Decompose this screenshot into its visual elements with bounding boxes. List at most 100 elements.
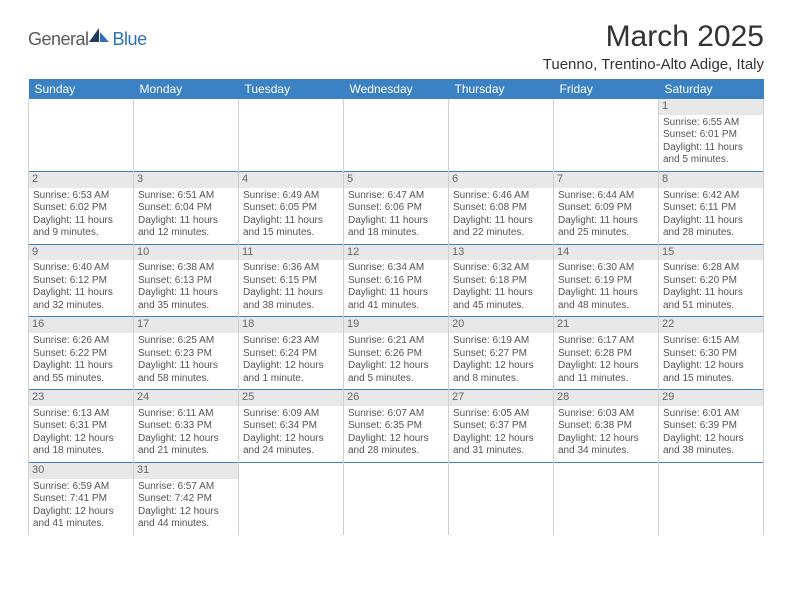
sunset-text: Sunset: 6:09 PM xyxy=(558,202,654,215)
daylight-text: and 38 minutes. xyxy=(243,300,339,313)
sunset-text: Sunset: 7:41 PM xyxy=(33,493,129,506)
sail-icon xyxy=(89,28,111,44)
sunrise-text: Sunrise: 6:36 AM xyxy=(243,262,339,275)
calendar-cell: 19Sunrise: 6:21 AMSunset: 6:26 PMDayligh… xyxy=(344,317,449,390)
weekday-header: Tuesday xyxy=(239,79,344,99)
day-number: 24 xyxy=(134,390,238,406)
sunrise-text: Sunrise: 6:47 AM xyxy=(348,190,444,203)
daylight-text: Daylight: 11 hours xyxy=(138,360,234,373)
sunset-text: Sunset: 6:37 PM xyxy=(453,420,549,433)
daylight-text: and 15 minutes. xyxy=(243,227,339,240)
daylight-text: Daylight: 11 hours xyxy=(33,287,129,300)
calendar-cell: 24Sunrise: 6:11 AMSunset: 6:33 PMDayligh… xyxy=(134,390,239,463)
calendar-cell: 28Sunrise: 6:03 AMSunset: 6:38 PMDayligh… xyxy=(554,390,659,463)
daylight-text: and 15 minutes. xyxy=(663,373,759,386)
day-number: 30 xyxy=(29,463,133,479)
daylight-text: and 9 minutes. xyxy=(33,227,129,240)
daylight-text: Daylight: 11 hours xyxy=(663,142,759,155)
calendar-cell: 13Sunrise: 6:32 AMSunset: 6:18 PMDayligh… xyxy=(449,244,554,317)
sunrise-text: Sunrise: 6:09 AM xyxy=(243,408,339,421)
sunrise-text: Sunrise: 6:15 AM xyxy=(663,335,759,348)
sunrise-text: Sunrise: 6:46 AM xyxy=(453,190,549,203)
daylight-text: Daylight: 11 hours xyxy=(138,215,234,228)
day-number: 26 xyxy=(344,390,448,406)
daylight-text: and 51 minutes. xyxy=(663,300,759,313)
sunset-text: Sunset: 6:13 PM xyxy=(138,275,234,288)
daylight-text: Daylight: 12 hours xyxy=(453,433,549,446)
sunset-text: Sunset: 6:06 PM xyxy=(348,202,444,215)
sunrise-text: Sunrise: 6:30 AM xyxy=(558,262,654,275)
sunrise-text: Sunrise: 6:40 AM xyxy=(33,262,129,275)
calendar-week-row: 9Sunrise: 6:40 AMSunset: 6:12 PMDaylight… xyxy=(29,244,764,317)
daylight-text: Daylight: 12 hours xyxy=(663,433,759,446)
daylight-text: Daylight: 11 hours xyxy=(243,215,339,228)
sunset-text: Sunset: 7:42 PM xyxy=(138,493,234,506)
day-number: 23 xyxy=(29,390,133,406)
weekday-header: Sunday xyxy=(29,79,134,99)
weekday-header: Thursday xyxy=(449,79,554,99)
day-number: 6 xyxy=(449,172,553,188)
sunset-text: Sunset: 6:12 PM xyxy=(33,275,129,288)
calendar-cell: 10Sunrise: 6:38 AMSunset: 6:13 PMDayligh… xyxy=(134,244,239,317)
day-number: 27 xyxy=(449,390,553,406)
location-subtitle: Tuenno, Trentino-Alto Adige, Italy xyxy=(543,56,764,73)
daylight-text: and 31 minutes. xyxy=(453,445,549,458)
sunset-text: Sunset: 6:39 PM xyxy=(663,420,759,433)
daylight-text: Daylight: 11 hours xyxy=(243,287,339,300)
calendar-cell: 31Sunrise: 6:57 AMSunset: 7:42 PMDayligh… xyxy=(134,462,239,534)
day-number: 13 xyxy=(449,245,553,261)
sunrise-text: Sunrise: 6:21 AM xyxy=(348,335,444,348)
logo-text-general: General xyxy=(28,29,89,50)
daylight-text: and 5 minutes. xyxy=(663,154,759,167)
sunrise-text: Sunrise: 6:07 AM xyxy=(348,408,444,421)
daylight-text: and 18 minutes. xyxy=(348,227,444,240)
calendar-cell: 5Sunrise: 6:47 AMSunset: 6:06 PMDaylight… xyxy=(344,171,449,244)
daylight-text: and 11 minutes. xyxy=(558,373,654,386)
day-number: 20 xyxy=(449,317,553,333)
daylight-text: Daylight: 11 hours xyxy=(663,287,759,300)
day-number: 21 xyxy=(554,317,658,333)
sunset-text: Sunset: 6:04 PM xyxy=(138,202,234,215)
day-number: 14 xyxy=(554,245,658,261)
calendar-cell-empty xyxy=(239,99,344,171)
sunrise-text: Sunrise: 6:55 AM xyxy=(663,117,759,130)
logo-text-blue: Blue xyxy=(113,29,147,50)
calendar-cell: 2Sunrise: 6:53 AMSunset: 6:02 PMDaylight… xyxy=(29,171,134,244)
daylight-text: and 24 minutes. xyxy=(243,445,339,458)
sunset-text: Sunset: 6:19 PM xyxy=(558,275,654,288)
sunset-text: Sunset: 6:28 PM xyxy=(558,348,654,361)
sunset-text: Sunset: 6:15 PM xyxy=(243,275,339,288)
calendar-cell: 4Sunrise: 6:49 AMSunset: 6:05 PMDaylight… xyxy=(239,171,344,244)
calendar-table: SundayMondayTuesdayWednesdayThursdayFrid… xyxy=(28,79,764,535)
sunrise-text: Sunrise: 6:38 AM xyxy=(138,262,234,275)
sunrise-text: Sunrise: 6:11 AM xyxy=(138,408,234,421)
daylight-text: and 22 minutes. xyxy=(453,227,549,240)
title-block: March 2025 Tuenno, Trentino-Alto Adige, … xyxy=(543,20,764,73)
daylight-text: and 1 minute. xyxy=(243,373,339,386)
calendar-cell-empty xyxy=(449,462,554,534)
calendar-cell: 18Sunrise: 6:23 AMSunset: 6:24 PMDayligh… xyxy=(239,317,344,390)
sunrise-text: Sunrise: 6:59 AM xyxy=(33,481,129,494)
day-number: 2 xyxy=(29,172,133,188)
daylight-text: and 18 minutes. xyxy=(33,445,129,458)
calendar-week-row: 2Sunrise: 6:53 AMSunset: 6:02 PMDaylight… xyxy=(29,171,764,244)
daylight-text: and 28 minutes. xyxy=(663,227,759,240)
calendar-cell: 1Sunrise: 6:55 AMSunset: 6:01 PMDaylight… xyxy=(659,99,764,171)
sunset-text: Sunset: 6:38 PM xyxy=(558,420,654,433)
sunrise-text: Sunrise: 6:05 AM xyxy=(453,408,549,421)
daylight-text: Daylight: 12 hours xyxy=(348,360,444,373)
sunset-text: Sunset: 6:16 PM xyxy=(348,275,444,288)
sunrise-text: Sunrise: 6:26 AM xyxy=(33,335,129,348)
sunset-text: Sunset: 6:02 PM xyxy=(33,202,129,215)
day-number: 18 xyxy=(239,317,343,333)
sunrise-text: Sunrise: 6:28 AM xyxy=(663,262,759,275)
day-number: 10 xyxy=(134,245,238,261)
calendar-cell: 21Sunrise: 6:17 AMSunset: 6:28 PMDayligh… xyxy=(554,317,659,390)
sunset-text: Sunset: 6:20 PM xyxy=(663,275,759,288)
calendar-cell: 22Sunrise: 6:15 AMSunset: 6:30 PMDayligh… xyxy=(659,317,764,390)
sunset-text: Sunset: 6:33 PM xyxy=(138,420,234,433)
daylight-text: Daylight: 11 hours xyxy=(33,360,129,373)
day-number: 7 xyxy=(554,172,658,188)
sunset-text: Sunset: 6:24 PM xyxy=(243,348,339,361)
daylight-text: Daylight: 11 hours xyxy=(453,215,549,228)
